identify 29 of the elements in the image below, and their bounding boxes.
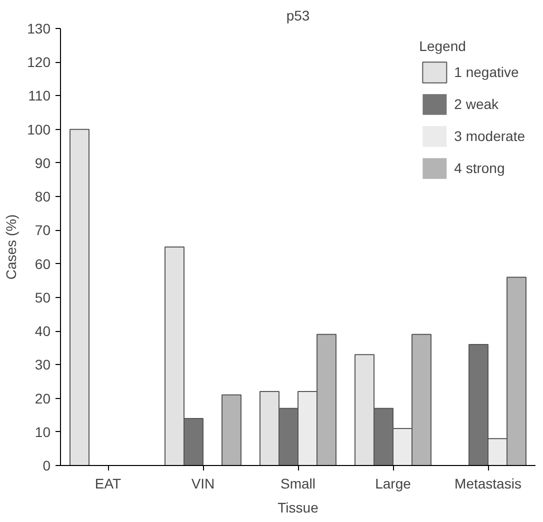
y-axis-title: Cases (%) xyxy=(3,214,20,280)
y-tick-label: 70 xyxy=(34,222,51,238)
legend-label: 4 strong xyxy=(454,160,505,176)
y-tick-label: 80 xyxy=(34,188,51,205)
legend-label: 1 negative xyxy=(454,64,519,80)
y-tick-label: 60 xyxy=(34,256,51,272)
bar xyxy=(70,128,90,466)
y-tick-label: 50 xyxy=(34,289,51,306)
x-tick-label: Small xyxy=(280,476,316,492)
x-axis-title: Tissue xyxy=(278,500,319,516)
y-tick-label: 20 xyxy=(34,390,51,406)
y-tick-label: 100 xyxy=(27,121,51,138)
legend-label: 2 weak xyxy=(454,96,499,112)
y-tick-label: 10 xyxy=(34,424,51,440)
y-tick-label: 30 xyxy=(34,356,51,373)
legend-title: Legend xyxy=(419,38,467,54)
y-tick-label: 130 xyxy=(27,20,51,36)
x-tick-label: Metastasis xyxy=(454,476,522,492)
legend-label: 3 moderate xyxy=(454,128,525,144)
y-tick-label: 110 xyxy=(28,88,51,104)
x-tick-label: VIN xyxy=(191,476,215,492)
y-tick-label: 120 xyxy=(27,54,51,70)
y-tick-label: 0 xyxy=(42,458,51,474)
chart-title: p53 xyxy=(286,8,310,24)
x-tick-label: EAT xyxy=(94,476,122,492)
x-tick-label: Large xyxy=(375,476,412,492)
bar xyxy=(222,394,242,466)
y-tick-label: 40 xyxy=(34,323,51,340)
y-tick-label: 90 xyxy=(34,154,51,171)
